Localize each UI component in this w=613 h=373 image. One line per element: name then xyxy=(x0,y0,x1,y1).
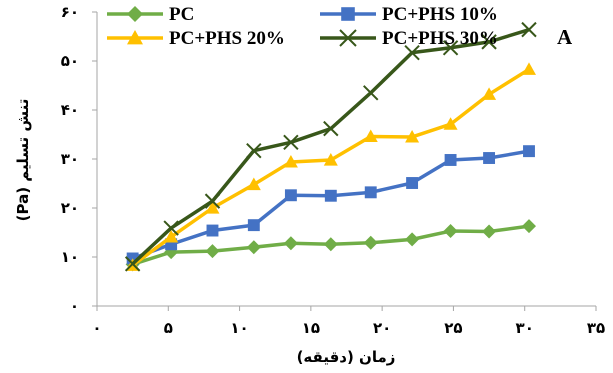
data-point-diamond xyxy=(205,244,220,259)
legend-item: PC+PHS 30% xyxy=(320,28,498,49)
x-axis-title: زمان (دقیقه) xyxy=(297,348,396,366)
x-tick-label: ۲۵ xyxy=(444,319,462,337)
data-point-x xyxy=(521,21,537,38)
data-point-square xyxy=(284,189,297,202)
data-point-square xyxy=(247,219,260,232)
legend-item: PC+PHS 10% xyxy=(320,4,498,25)
data-point-x xyxy=(363,85,379,101)
data-point-triangle xyxy=(283,154,298,168)
data-point-x xyxy=(204,193,221,209)
data-point-triangle xyxy=(164,229,179,243)
x-tick-label: ۳۰ xyxy=(516,319,534,337)
legend-label: PC+PHS 30% xyxy=(382,28,498,49)
data-point-x xyxy=(246,142,262,159)
data-point-diamond xyxy=(521,219,536,234)
data-point-x xyxy=(339,29,357,47)
x-tick-label: ۰ xyxy=(92,319,101,337)
legend-label: PC xyxy=(169,4,194,25)
data-point-triangle xyxy=(443,117,458,130)
data-point-diamond xyxy=(246,240,261,255)
data-point-square xyxy=(165,238,178,251)
axis-ticks: ۰ ۱۰ ۲۰ ۳۰ ۴۰ ۵۰ ۶۰ ۰ ۵ ۱۰ ۱۵ ۲۰ ۲۵ ۳۰ ۳۵ xyxy=(61,3,605,337)
data-point-triangle xyxy=(127,30,143,45)
y-tick-label: ۳۰ xyxy=(61,150,79,168)
data-point-square xyxy=(206,224,219,237)
data-point-square xyxy=(364,186,377,199)
legend-item: PC xyxy=(107,4,194,25)
data-point-square xyxy=(444,154,457,166)
data-point-square xyxy=(341,7,355,21)
data-point-x xyxy=(404,44,420,61)
data-point-x xyxy=(323,120,339,137)
y-tick-label: ۴۰ xyxy=(61,101,79,119)
x-tick-label: ۱۰ xyxy=(230,319,248,337)
panel-label: A xyxy=(557,25,573,49)
x-tick-label: ۱۵ xyxy=(302,319,320,337)
x-tick-label: ۲۰ xyxy=(373,319,391,337)
data-point-diamond xyxy=(405,232,420,247)
data-point-x xyxy=(442,40,459,56)
data-point-triangle xyxy=(323,152,338,166)
series-4 xyxy=(124,21,537,272)
data-point-x xyxy=(163,220,179,236)
y-tick-label: ۰ xyxy=(70,297,79,315)
data-point-triangle xyxy=(363,129,378,143)
legend: PC PC+PHS 10% PC+PHS 20% PC+PHS 30% xyxy=(107,4,498,49)
series-line xyxy=(131,27,530,266)
data-point-x xyxy=(124,256,141,272)
data-point-diamond xyxy=(283,236,298,251)
y-tick-label: ۲۰ xyxy=(61,199,79,217)
legend-label: PC+PHS 10% xyxy=(382,4,498,25)
data-point-diamond xyxy=(482,224,497,239)
data-point-square xyxy=(406,177,419,189)
data-point-square xyxy=(483,152,496,164)
data-point-diamond xyxy=(127,6,143,22)
data-point-diamond xyxy=(363,235,378,250)
data-point-x xyxy=(481,34,497,50)
data-point-triangle xyxy=(482,87,497,100)
x-tick-label: ۵ xyxy=(164,319,173,337)
series-2 xyxy=(126,145,535,265)
data-point-triangle xyxy=(405,129,420,143)
data-point-diamond xyxy=(323,237,338,252)
data-point-triangle xyxy=(521,62,536,75)
data-point-triangle xyxy=(246,177,261,191)
series-1 xyxy=(125,219,536,272)
data-point-x xyxy=(283,134,299,151)
data-point-diamond xyxy=(443,224,458,239)
y-tick-label: ۶۰ xyxy=(61,3,79,21)
x-tick-label: ۳۵ xyxy=(587,319,605,337)
series-layer xyxy=(124,21,537,272)
data-point-triangle xyxy=(205,201,220,214)
legend-item: PC+PHS 20% xyxy=(107,28,285,49)
data-point-square xyxy=(324,189,337,202)
y-tick-label: ۱۰ xyxy=(61,248,79,266)
legend-label: PC+PHS 20% xyxy=(169,28,285,49)
y-axis-title: تنش تسلیم (Pa) xyxy=(14,99,32,222)
y-tick-label: ۵۰ xyxy=(61,52,79,70)
data-point-square xyxy=(523,145,535,158)
